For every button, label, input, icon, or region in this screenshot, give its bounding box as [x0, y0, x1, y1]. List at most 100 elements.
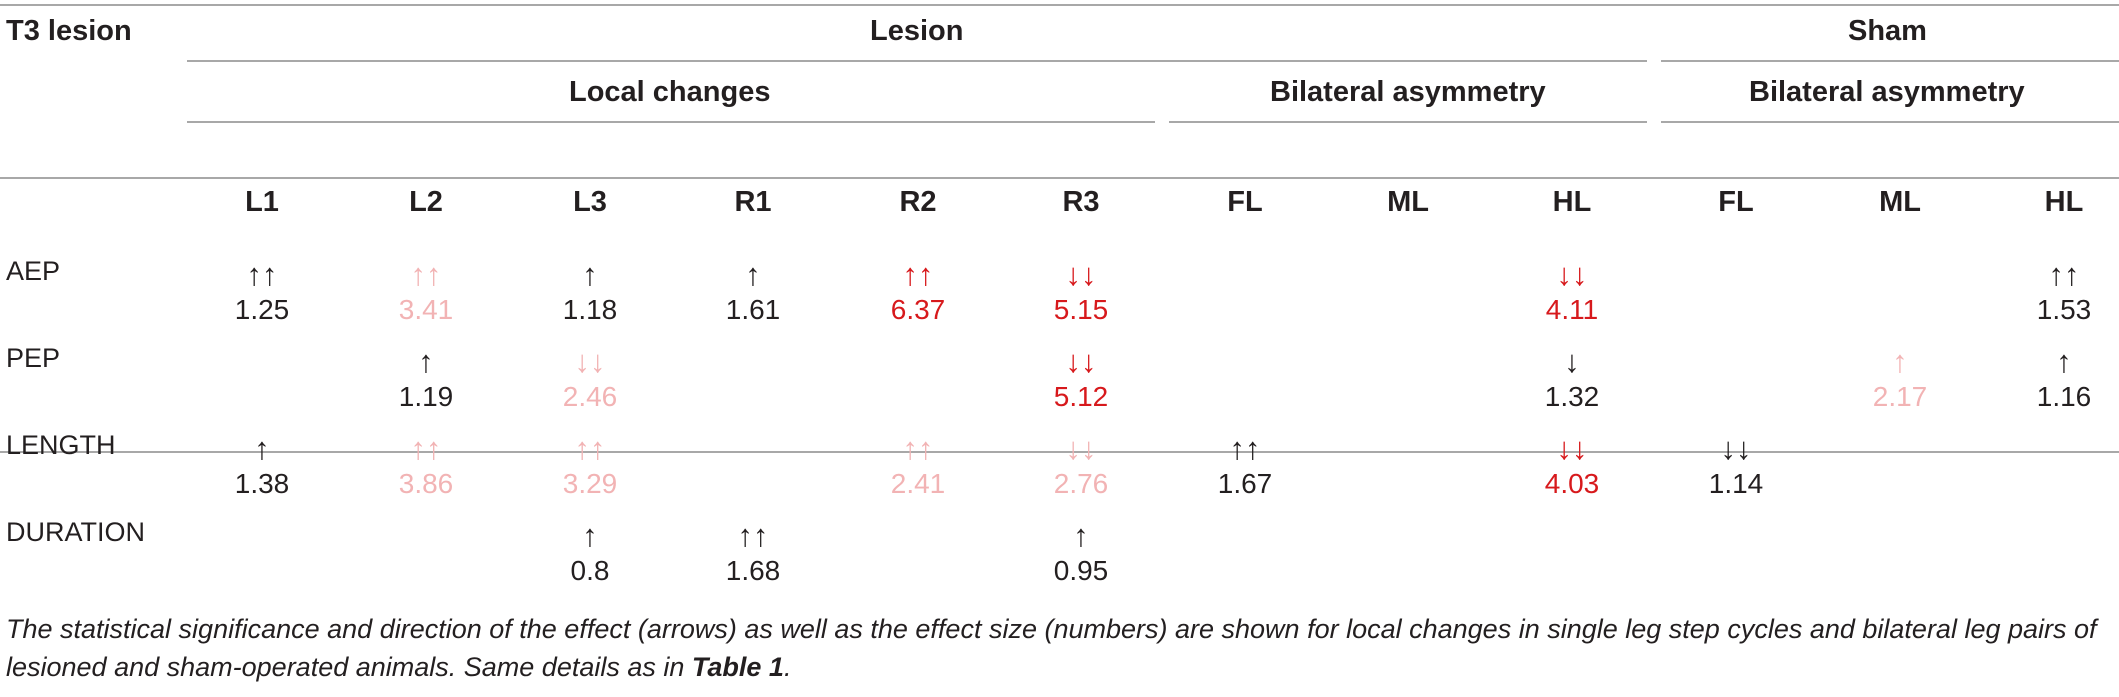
effect-direction-arrow: ↑: [418, 344, 434, 379]
effect-direction-arrow: ↑: [254, 431, 270, 466]
effect-size-value: 1.38: [234, 468, 290, 499]
table-cell: ↑ 1.38: [182, 432, 342, 502]
effect-direction-arrow: ↑↑: [902, 431, 934, 466]
table-cell: ↑↑ 1.53: [1984, 258, 2119, 328]
table-cell: ↓↓ 4.11: [1492, 258, 1652, 328]
effect-size-value: 5.15: [1053, 294, 1109, 325]
table-cell: ↑ 0.95: [1001, 519, 1161, 589]
table-cell: ↑ 1.16: [1984, 345, 2119, 415]
effect-direction-arrow: ↑↑: [410, 257, 442, 292]
row-label-aep: AEP: [6, 256, 61, 286]
corner-label: T3 lesion: [6, 15, 132, 47]
effect-direction-arrow: ↑↑: [1229, 431, 1261, 466]
table-cell: ↓↓ 4.03: [1492, 432, 1652, 502]
table-cell: ↓↓ 2.76: [1001, 432, 1161, 502]
caption-table-reference: Table 1: [691, 652, 784, 682]
group-header-sham: Sham: [1848, 15, 1927, 47]
effect-size-value: 0.8: [570, 555, 610, 586]
effect-size-value: 2.41: [890, 468, 946, 499]
effect-size-value: 1.67: [1217, 468, 1273, 499]
effect-direction-arrow: ↑↑: [737, 518, 769, 553]
effect-size-value: 1.16: [2036, 381, 2092, 412]
effect-direction-arrow: ↓↓: [1556, 257, 1588, 292]
column-header-hl: HL: [1552, 186, 1592, 218]
subheader-local-changes: Local changes: [569, 76, 771, 108]
effect-direction-arrow: ↓↓: [1556, 431, 1588, 466]
bilateral-sham-rule: [1661, 121, 2119, 123]
effect-size-value: 1.68: [725, 555, 781, 586]
column-header-l1: L1: [245, 186, 279, 218]
effect-size-value: 1.61: [725, 294, 781, 325]
table-cell: ↑ 1.18: [510, 258, 670, 328]
table-cell: ↑↑ 1.68: [673, 519, 833, 589]
column-header-hl: HL: [2044, 186, 2084, 218]
effect-direction-arrow: ↑↑: [574, 431, 606, 466]
effect-size-value: 3.41: [398, 294, 454, 325]
table-cell: ↑ 2.17: [1820, 345, 1980, 415]
effect-size-value: 1.14: [1708, 468, 1764, 499]
row-label-duration: DURATION: [6, 517, 145, 547]
effect-direction-arrow: ↓↓: [1065, 257, 1097, 292]
bilateral-lesion-rule: [1169, 121, 1647, 123]
column-header-ml: ML: [1879, 186, 1921, 218]
effect-direction-arrow: ↓↓: [1065, 431, 1097, 466]
effect-size-value: 1.18: [562, 294, 618, 325]
column-header-fl: FL: [1718, 186, 1754, 218]
column-header-fl: FL: [1227, 186, 1263, 218]
table-cell: ↑ 0.8: [510, 519, 670, 589]
effect-size-value: 5.12: [1053, 381, 1109, 412]
column-header-ml: ML: [1387, 186, 1429, 218]
column-header-l3: L3: [573, 186, 607, 218]
effect-size-value: 3.86: [398, 468, 454, 499]
effect-direction-arrow: ↓↓: [574, 344, 606, 379]
effect-direction-arrow: ↑: [745, 257, 761, 292]
table-cell: ↑↑ 2.41: [838, 432, 998, 502]
table-cell: ↓↓ 5.12: [1001, 345, 1161, 415]
table-cell: ↓↓ 1.14: [1656, 432, 1816, 502]
effect-direction-arrow: ↑↑: [2048, 257, 2080, 292]
effect-size-value: 3.29: [562, 468, 618, 499]
effect-direction-arrow: ↑↑: [410, 431, 442, 466]
effect-size-value: 1.19: [398, 381, 454, 412]
effect-direction-arrow: ↑: [1892, 344, 1908, 379]
effect-direction-arrow: ↓↓: [1720, 431, 1752, 466]
table-cell: ↑↑ 3.41: [346, 258, 506, 328]
group-header-lesion: Lesion: [870, 15, 964, 47]
effect-direction-arrow: ↑: [582, 257, 598, 292]
lesion-group-rule: [187, 60, 1647, 62]
row-label-length: LENGTH: [6, 430, 116, 460]
table-cell: ↑ 1.19: [346, 345, 506, 415]
effect-size-value: 2.17: [1872, 381, 1928, 412]
local-changes-rule: [187, 121, 1155, 123]
caption-text: The statistical significance and directi…: [6, 614, 2097, 682]
table-cell: ↑ 1.61: [673, 258, 833, 328]
effect-size-value: 1.25: [234, 294, 290, 325]
effect-direction-arrow: ↓↓: [1065, 344, 1097, 379]
row-label-pep: PEP: [6, 343, 61, 373]
top-rule: [0, 4, 2119, 6]
table-cell: ↑↑ 1.67: [1165, 432, 1325, 502]
effect-size-value: 6.37: [890, 294, 946, 325]
effect-direction-arrow: ↑↑: [902, 257, 934, 292]
table-cell: ↑↑ 6.37: [838, 258, 998, 328]
effect-size-value: 0.95: [1053, 555, 1109, 586]
table-cell: ↑↑ 3.29: [510, 432, 670, 502]
column-header-l2: L2: [409, 186, 443, 218]
table-caption: The statistical significance and directi…: [6, 610, 2106, 686]
table-cell: ↓↓ 5.15: [1001, 258, 1161, 328]
table-cell: ↑↑ 3.86: [346, 432, 506, 502]
sham-group-rule: [1661, 60, 2119, 62]
table-cell: ↓↓ 2.46: [510, 345, 670, 415]
subheader-bilateral-lesion: Bilateral asymmetry: [1270, 76, 1546, 108]
effect-direction-arrow: ↑↑: [246, 257, 278, 292]
caption-end: .: [783, 652, 792, 682]
effect-size-value: 1.32: [1544, 381, 1600, 412]
effect-direction-arrow: ↓: [1564, 344, 1580, 379]
effect-size-value: 4.03: [1544, 468, 1600, 499]
table-cell: ↑↑ 1.25: [182, 258, 342, 328]
column-header-r2: R2: [899, 186, 937, 218]
effect-direction-arrow: ↑: [2056, 344, 2072, 379]
subheader-bilateral-sham: Bilateral asymmetry: [1749, 76, 2025, 108]
column-header-r1: R1: [734, 186, 772, 218]
table-bottom-rule: [0, 451, 2119, 453]
